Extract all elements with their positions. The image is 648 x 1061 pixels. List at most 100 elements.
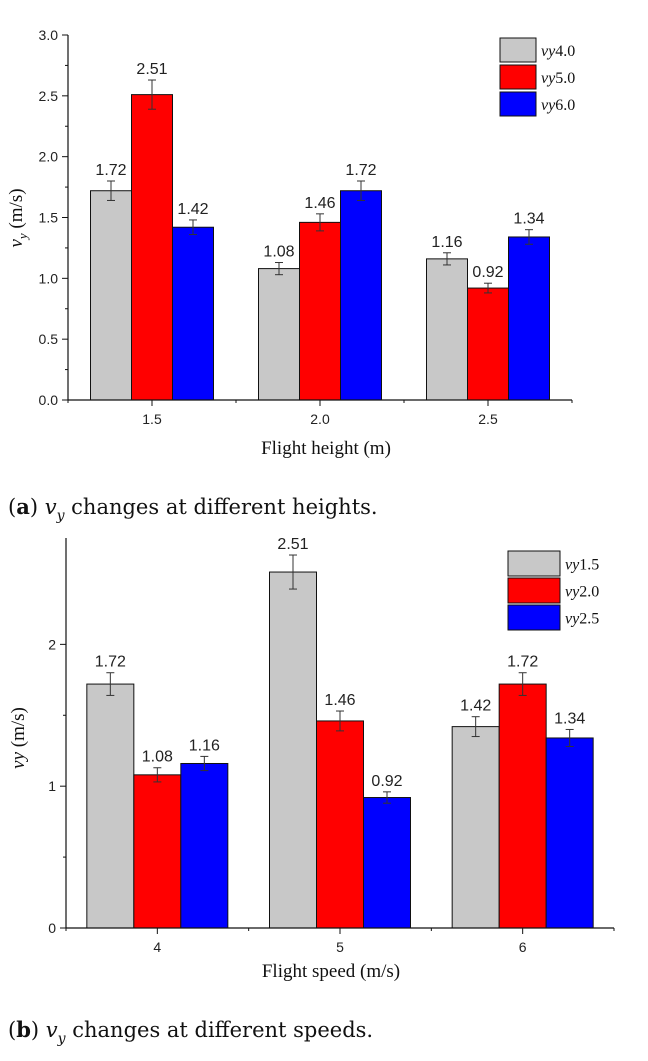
chart-b-y-tick-label: 0 (48, 920, 56, 936)
chart-a-y-tick-label: 3.0 (39, 27, 59, 43)
chart-b-data-label: 1.42 (460, 698, 491, 715)
chart-b-data-label: 1.72 (507, 654, 538, 671)
chart-a-data-label: 1.72 (345, 162, 376, 179)
chart-a-y-tick-label: 0.5 (39, 331, 59, 347)
chart-b-error-bar (200, 755, 209, 772)
chart-b-y-axis-label: vy (m/s) (8, 707, 29, 769)
chart-b-legend-swatch (507, 577, 561, 604)
chart-a-x-tick-label: 1.5 (142, 411, 162, 427)
chart-a-x-ticks: 1.5 2.0 2.5 (67, 400, 573, 427)
chart-a-data-label: 1.72 (95, 162, 126, 179)
chart-a-error-bar (148, 79, 156, 110)
chart-a-data-label: 0.92 (472, 264, 503, 281)
chart-b-error-bar (471, 716, 480, 738)
chart-b-data-label: 1.46 (324, 692, 355, 709)
chart-b-error-bar (106, 672, 115, 696)
chart-b-data-labels: 1.72 2.51 1.42 1.08 1.46 1.72 1.16 0.92 1.34 (95, 536, 586, 790)
chart-a-bar-vy4.0-1.5 (90, 190, 132, 401)
chart-b-x-tick-label: 4 (153, 939, 161, 955)
chart-b-bar-vy1.5-5 (269, 571, 317, 929)
chart-a-x-tick-label: 2.0 (310, 411, 330, 427)
chart-a-y-label-unit: (m/s) (6, 188, 27, 233)
chart-b-legend-var: vy (565, 584, 580, 601)
chart-b-legend-var: vy (565, 557, 580, 574)
chart-b-data-label: 2.51 (277, 536, 308, 553)
chart-a-legend-swatch (499, 64, 537, 90)
chart-a-bar-vy5.0-1.5 (131, 94, 173, 401)
caption-b-letter: b (16, 1017, 31, 1042)
chart-a-x-tick-label: 2.5 (478, 411, 498, 427)
caption-b-var: v (46, 1018, 58, 1042)
chart-b-legend-num: 2.5 (579, 611, 599, 628)
chart-a-error-bar (107, 180, 115, 201)
chart-a-error-bar (189, 219, 197, 236)
chart-b-error-bar (289, 554, 297, 590)
chart-a-data-label: 1.46 (304, 195, 335, 212)
chart-a-bars (90, 94, 550, 401)
chart-b-bar-vy1.5-6 (451, 726, 500, 929)
chart-b-x-axis-label: Flight speed (m/s) (262, 961, 400, 982)
chart-a-bar-vy5.0-2.0 (299, 221, 341, 401)
chart-a-bar-vy5.0-2.5 (467, 287, 509, 401)
chart-a-y-label-var: v (6, 239, 27, 248)
chart-a-x-axis-label: Flight height (m) (261, 438, 391, 459)
caption-a-letter: a (16, 494, 30, 519)
chart-b-x-tick-label: 5 (336, 939, 344, 955)
chart-b-y-label-var: vy (8, 751, 29, 768)
chart-a-bar-vy6.0-1.5 (172, 226, 214, 401)
chart-a-y-tick-label: 1.5 (39, 210, 59, 226)
chart-a-legend-num: 4.0 (555, 43, 575, 60)
chart-a-error-bar (525, 229, 533, 245)
chart-a-y-ticks: 0.0 0.5 1.0 1.5 2.0 2.5 3.0 (39, 27, 68, 408)
caption-a: (a) vy changes at different heights. (8, 494, 378, 524)
caption-a-sub: y (56, 508, 66, 524)
chart-a-legend-var: vy (541, 43, 556, 60)
chart-b-bar-vy2.5-6 (545, 737, 594, 929)
chart-b-legend-label: vy2.5 (565, 611, 599, 628)
chart-b-data-label: 1.16 (189, 737, 220, 754)
chart-b-data-label: 1.34 (554, 710, 585, 727)
chart-a-data-label: 1.42 (177, 201, 208, 218)
chart-a-legend-num: 5.0 (555, 70, 575, 87)
chart-b-y-label-unit: (m/s) (8, 707, 29, 752)
chart-b-error-bar (518, 672, 527, 696)
chart-b-y-ticks: 0 1 2 (48, 636, 66, 936)
chart-b-bar-vy2.0-5 (316, 720, 364, 929)
chart-a-error-bar (316, 213, 324, 232)
chart-b-error-bar (565, 728, 574, 747)
chart-b-legend-swatch (507, 604, 561, 631)
chart-a-error-bars (107, 79, 533, 294)
chart-b-bar-vy2.5-4 (180, 762, 229, 929)
chart-a-legend-label: vy5.0 (541, 70, 575, 87)
chart-b-legend-swatch (507, 550, 561, 577)
chart-b-bar-vy2.5-5 (363, 797, 411, 929)
chart-b-x-tick-label: 6 (519, 939, 527, 955)
chart-a-legend-label: vy4.0 (541, 43, 575, 60)
chart-a-error-bar (443, 252, 451, 266)
chart-b-legend-label: vy1.5 (565, 557, 599, 574)
chart-a-data-label: 1.16 (431, 234, 462, 251)
chart-b: 1.72 2.51 1.42 1.08 1.46 1.72 1.16 0.92 1.34 0 1 2… (8, 536, 615, 982)
chart-a-bar-vy6.0-2.5 (508, 236, 550, 401)
chart-a-legend-num: 6.0 (555, 97, 575, 114)
chart-a-y-axis-label: vy (m/s) (6, 188, 30, 247)
chart-a-legend-label: vy6.0 (541, 97, 575, 114)
chart-a-legend-var: vy (541, 97, 556, 114)
chart-b-data-label: 1.08 (142, 749, 173, 766)
chart-a-legend-item-vy6.0: vy6.0 (499, 91, 575, 117)
chart-a-legend-var: vy (541, 70, 556, 87)
caption-b-text: changes at different speeds. (66, 1018, 374, 1042)
chart-b-bar-vy2.0-4 (133, 774, 182, 929)
chart-a-y-tick-label: 1.0 (39, 270, 59, 286)
chart-a-y-tick-label: 2.5 (39, 88, 59, 104)
chart-b-legend-num: 1.5 (579, 557, 599, 574)
chart-a-y-tick-label: 2.0 (39, 149, 59, 165)
caption-b: (b) vy changes at different speeds. (8, 1017, 373, 1047)
chart-b-x-ticks: 4 5 6 (65, 928, 615, 955)
chart-b-data-label: 1.72 (95, 654, 126, 671)
chart-a-legend-swatch (499, 91, 537, 117)
chart-a-y-label-sub: y (15, 233, 30, 241)
chart-a-y-tick-label: 0.0 (39, 392, 59, 408)
chart-a-data-labels: 1.72 1.08 1.16 2.51 1.46 0.92 1.42 1.72 1.34 (95, 61, 544, 281)
caption-a-text: changes at different heights. (64, 495, 377, 519)
